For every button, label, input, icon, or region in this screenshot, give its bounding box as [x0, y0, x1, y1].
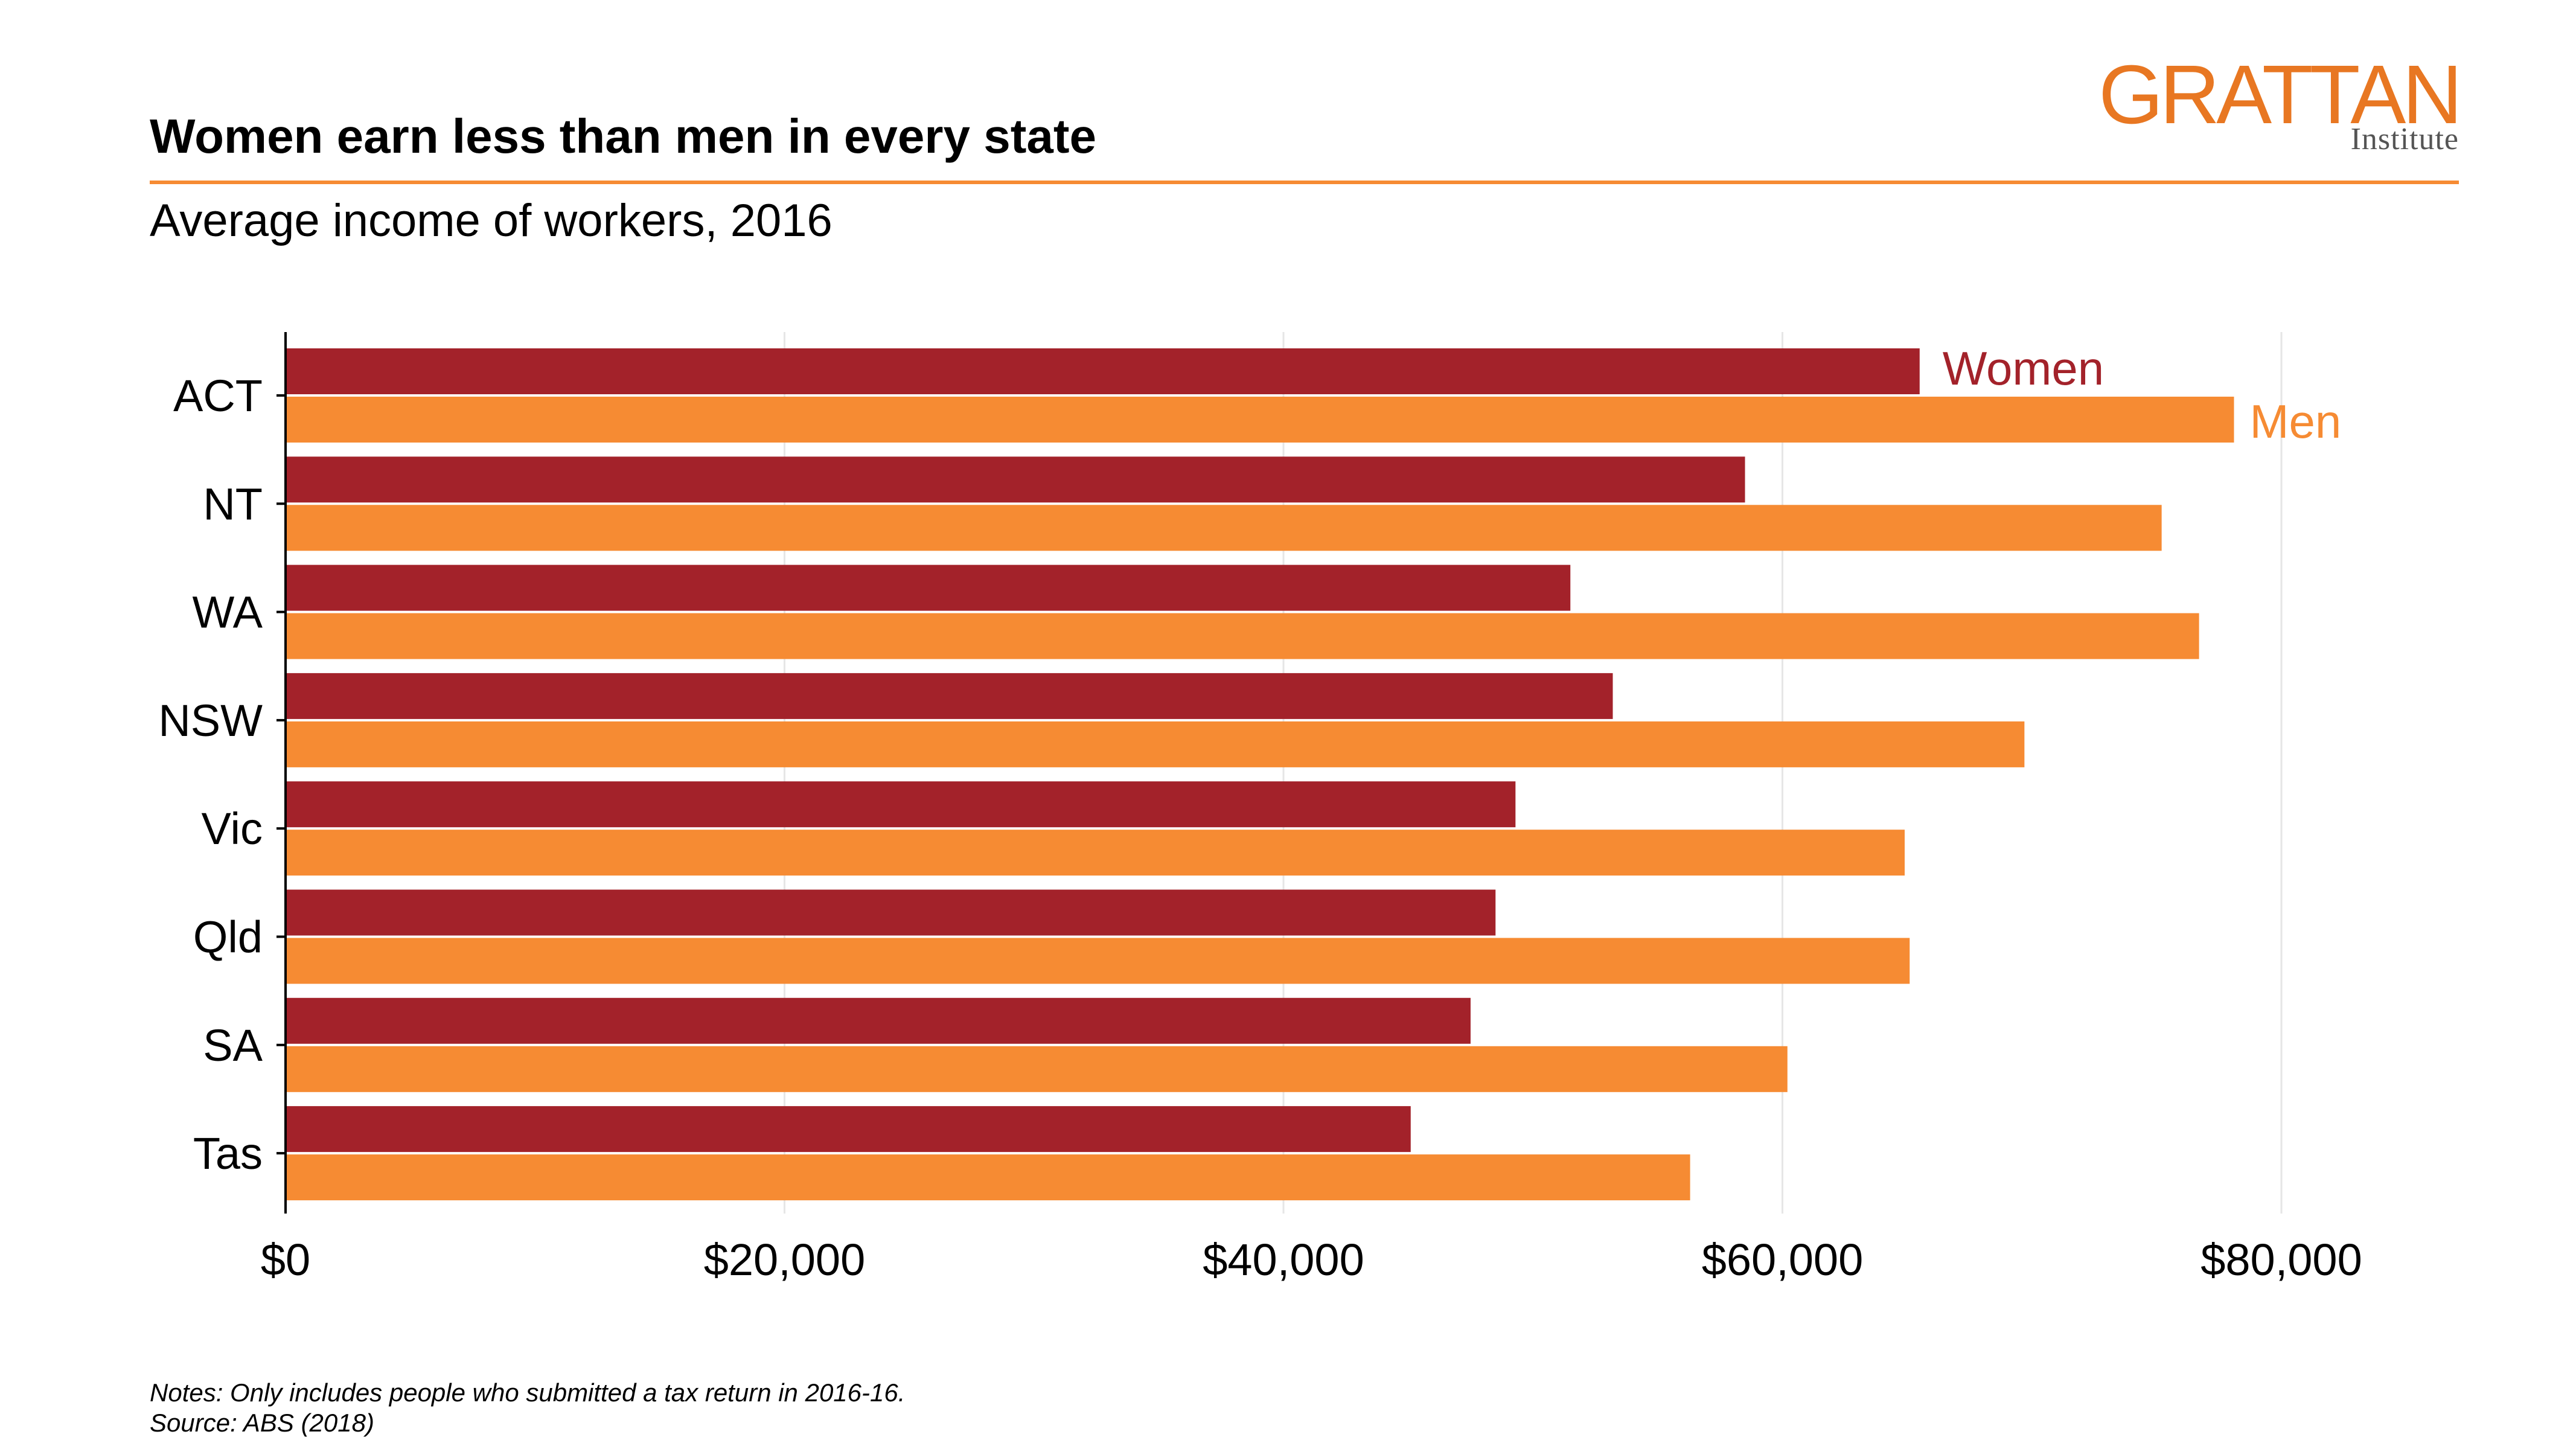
bar-women	[286, 565, 1571, 611]
category-label: ACT	[173, 371, 263, 421]
source-text: Source: ABS (2018)	[150, 1409, 374, 1437]
bar-women	[286, 997, 1471, 1044]
category-label: Qld	[193, 912, 263, 962]
x-tick-label: $0	[261, 1235, 310, 1285]
title-rule	[150, 181, 2459, 184]
bar-men	[286, 613, 2199, 659]
category-label: Tas	[193, 1128, 263, 1179]
bar-women	[286, 889, 1496, 936]
chart-subtitle: Average income of workers, 2016	[150, 195, 833, 246]
legend-label-women: Women	[1943, 342, 2104, 395]
bar-men	[286, 505, 2162, 551]
logo-subtitle: Institute	[2350, 122, 2459, 156]
bar-men	[286, 397, 2234, 443]
bar-men	[286, 830, 1905, 876]
x-tick-label: $80,000	[2200, 1235, 2362, 1285]
bar-men	[286, 721, 2025, 767]
x-tick-label: $60,000	[1702, 1235, 1864, 1285]
legend-label-men: Men	[2249, 395, 2341, 448]
x-tick-label: $20,000	[704, 1235, 866, 1285]
category-label: NSW	[158, 696, 263, 746]
category-label: Vic	[202, 804, 263, 854]
bar-men	[286, 1046, 1788, 1092]
bar-women	[286, 348, 1920, 394]
grattan-logo: GRATTAN Institute	[2098, 53, 2463, 159]
category-label: WA	[193, 587, 263, 638]
category-label: SA	[203, 1020, 263, 1070]
logo-wordmark: GRATTAN	[2098, 48, 2463, 141]
bar-men	[286, 938, 1910, 984]
bar-women	[286, 1106, 1411, 1153]
category-label: NT	[203, 479, 263, 529]
axes	[276, 332, 287, 1214]
bar-women	[286, 781, 1516, 828]
labels: $0 $20,000 $40,000 $60,000 $80,000 ACT Women Me…	[158, 342, 2362, 1285]
notes-text: Notes: Only includes people who submitte…	[150, 1378, 906, 1407]
chart-title: Women earn less than men in every state	[150, 109, 1097, 163]
bar-men	[286, 1154, 1690, 1201]
x-tick-label: $40,000	[1203, 1235, 1364, 1285]
bars	[286, 348, 2234, 1201]
bar-women	[286, 456, 1745, 503]
bar-women	[286, 673, 1613, 719]
chart-notes: Notes: Only includes people who submitte…	[150, 1378, 905, 1438]
